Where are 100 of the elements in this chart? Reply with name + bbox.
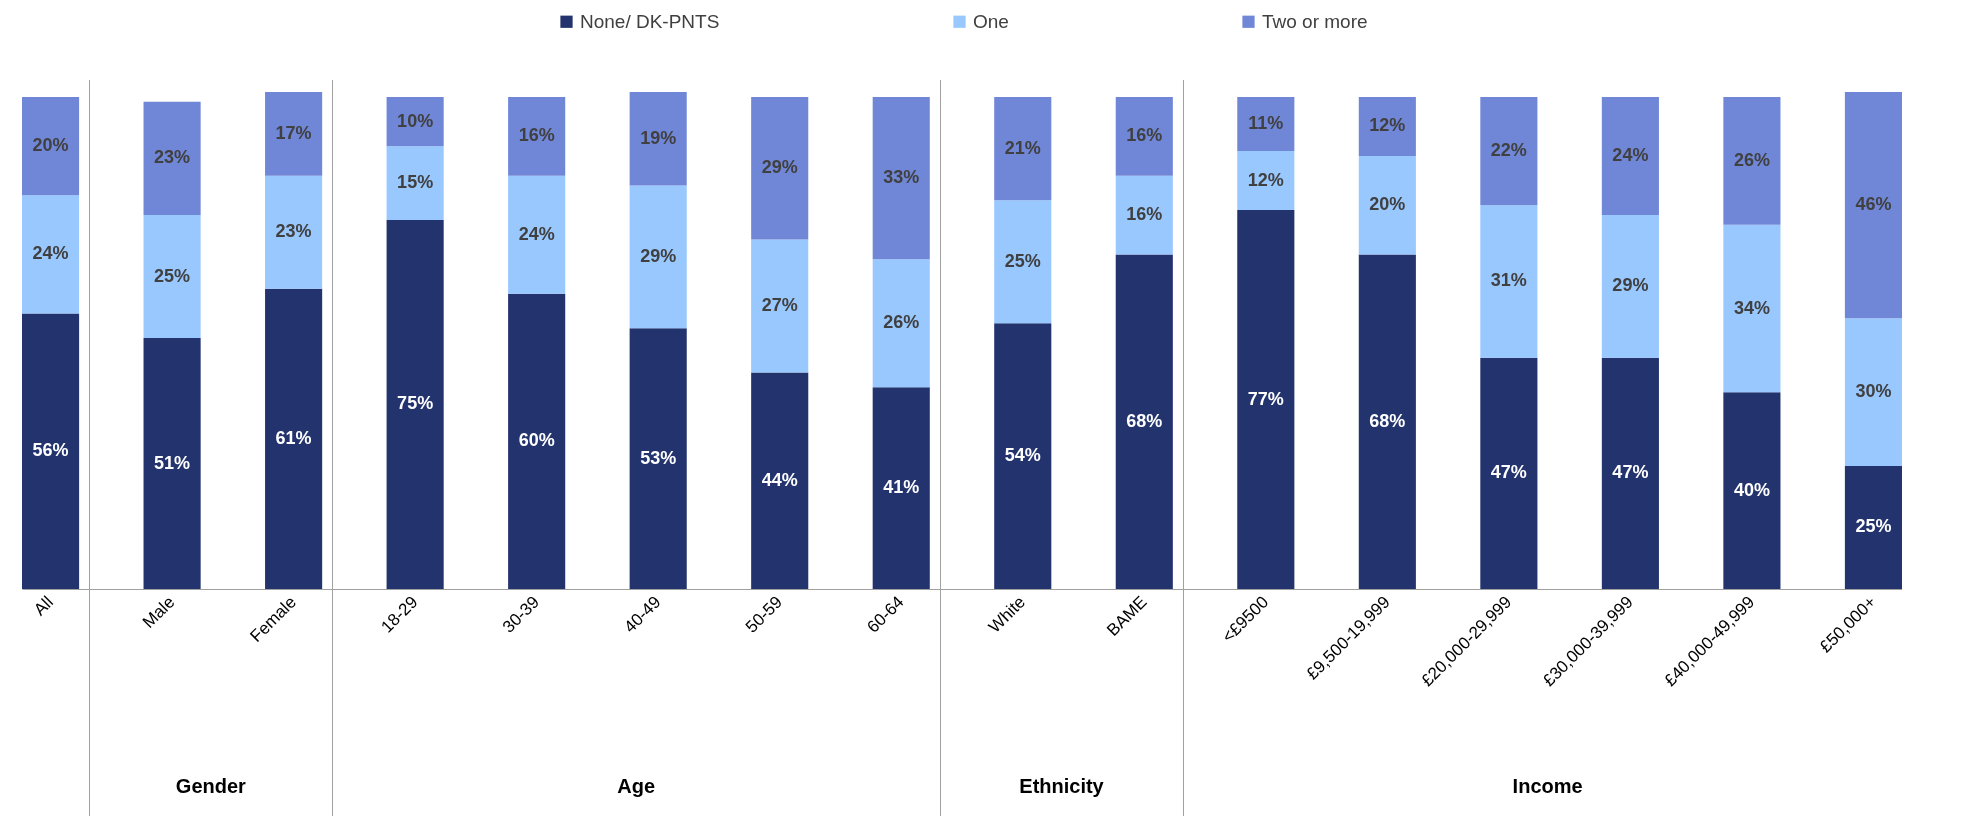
- text: Age: [617, 775, 656, 798]
- data-label: 24%: [1612, 144, 1649, 165]
- data-label: 60%: [518, 430, 555, 451]
- bar: [143, 215, 201, 339]
- data-label: 17%: [275, 122, 312, 143]
- bar: [1115, 254, 1173, 589]
- bar: [508, 96, 566, 176]
- legend-label: Two or more: [1262, 10, 1368, 32]
- data-label: 40%: [1733, 479, 1770, 500]
- bar: [1723, 392, 1781, 589]
- data-label: 54%: [1004, 445, 1041, 466]
- bar: [1237, 151, 1295, 211]
- data-label: 41%: [883, 477, 920, 498]
- bar: [508, 175, 566, 294]
- data-label: 20%: [32, 135, 69, 156]
- data-label: 22%: [1490, 140, 1527, 161]
- data-label: 47%: [1490, 462, 1527, 483]
- data-label: 20%: [1369, 194, 1406, 215]
- data-label: 11%: [1248, 112, 1284, 133]
- bar: [994, 323, 1052, 589]
- data-label: 23%: [154, 147, 191, 168]
- data-label: 21%: [1004, 137, 1041, 158]
- data-label: 16%: [1126, 204, 1163, 225]
- legend-label: None/ DK-PNTS: [580, 10, 720, 32]
- bar: [1844, 92, 1902, 319]
- x-tick-label: All: [30, 592, 57, 620]
- bar: [1480, 96, 1538, 206]
- bar: [1358, 254, 1416, 589]
- data-label: 12%: [1247, 169, 1284, 190]
- bar: [1844, 465, 1902, 589]
- bar: [386, 219, 444, 589]
- data-label: 77%: [1247, 388, 1284, 409]
- data-label: 68%: [1126, 410, 1163, 431]
- bar: [1601, 96, 1659, 216]
- legend-label: One: [973, 10, 1009, 32]
- bar: [872, 96, 930, 260]
- bar: [994, 96, 1052, 201]
- bar: [1480, 205, 1538, 358]
- bar: [22, 195, 80, 314]
- bar: [994, 200, 1052, 324]
- data-label: 15%: [397, 172, 434, 193]
- data-label: 30%: [1855, 381, 1892, 402]
- bar: [1723, 224, 1781, 393]
- bar: [1115, 175, 1173, 255]
- bar: [22, 96, 80, 196]
- bar: [1237, 210, 1295, 589]
- bar: [872, 387, 930, 589]
- bar: [629, 92, 687, 186]
- bar: [629, 185, 687, 329]
- data-label: 61%: [275, 427, 312, 448]
- data-label: 25%: [154, 265, 191, 286]
- data-label: 51%: [154, 452, 191, 473]
- data-label: 46%: [1855, 194, 1892, 215]
- bar: [265, 92, 323, 176]
- bar: [1237, 96, 1295, 152]
- bar: [386, 146, 444, 220]
- data-label: 23%: [275, 221, 312, 242]
- text: Ethnicity: [1019, 775, 1104, 798]
- text: Income: [1512, 775, 1583, 798]
- bar: [143, 338, 201, 589]
- bar: [265, 175, 323, 289]
- data-label: 68%: [1369, 410, 1406, 431]
- data-label: 75%: [397, 393, 434, 414]
- data-label: 25%: [1004, 250, 1041, 271]
- data-label: 26%: [1733, 149, 1770, 170]
- data-label: 19%: [640, 127, 677, 148]
- data-label: 47%: [1612, 462, 1649, 483]
- bar: [1480, 357, 1538, 589]
- data-label: 12%: [1369, 115, 1406, 136]
- data-label: 27%: [761, 295, 798, 316]
- data-label: 33%: [883, 167, 920, 188]
- bar: [1115, 96, 1173, 176]
- bar: [1358, 96, 1416, 156]
- bar: [1601, 357, 1659, 589]
- data-label: 29%: [640, 245, 677, 266]
- bar: [629, 328, 687, 589]
- bar: [1723, 96, 1781, 225]
- bar: [508, 293, 566, 589]
- bar: [751, 239, 809, 373]
- bar: [1358, 155, 1416, 255]
- data-label: 24%: [518, 223, 555, 244]
- bar: [1601, 215, 1659, 358]
- data-label: 29%: [761, 157, 798, 178]
- data-label: 29%: [1612, 275, 1649, 296]
- bar: [872, 259, 930, 388]
- data-label: 34%: [1733, 297, 1770, 318]
- data-label: 53%: [640, 447, 677, 468]
- data-label: 24%: [32, 243, 69, 264]
- bar: [751, 372, 809, 589]
- data-label: 25%: [1855, 516, 1892, 537]
- data-label: 26%: [883, 312, 920, 333]
- text: Gender: [175, 775, 246, 798]
- data-label: 56%: [32, 440, 69, 461]
- data-label: 10%: [397, 110, 434, 131]
- data-label: 31%: [1490, 270, 1527, 291]
- bar: [143, 101, 201, 216]
- bar: [1844, 318, 1902, 466]
- data-label: 16%: [518, 125, 555, 146]
- bar: [265, 288, 323, 589]
- bar: [751, 96, 809, 240]
